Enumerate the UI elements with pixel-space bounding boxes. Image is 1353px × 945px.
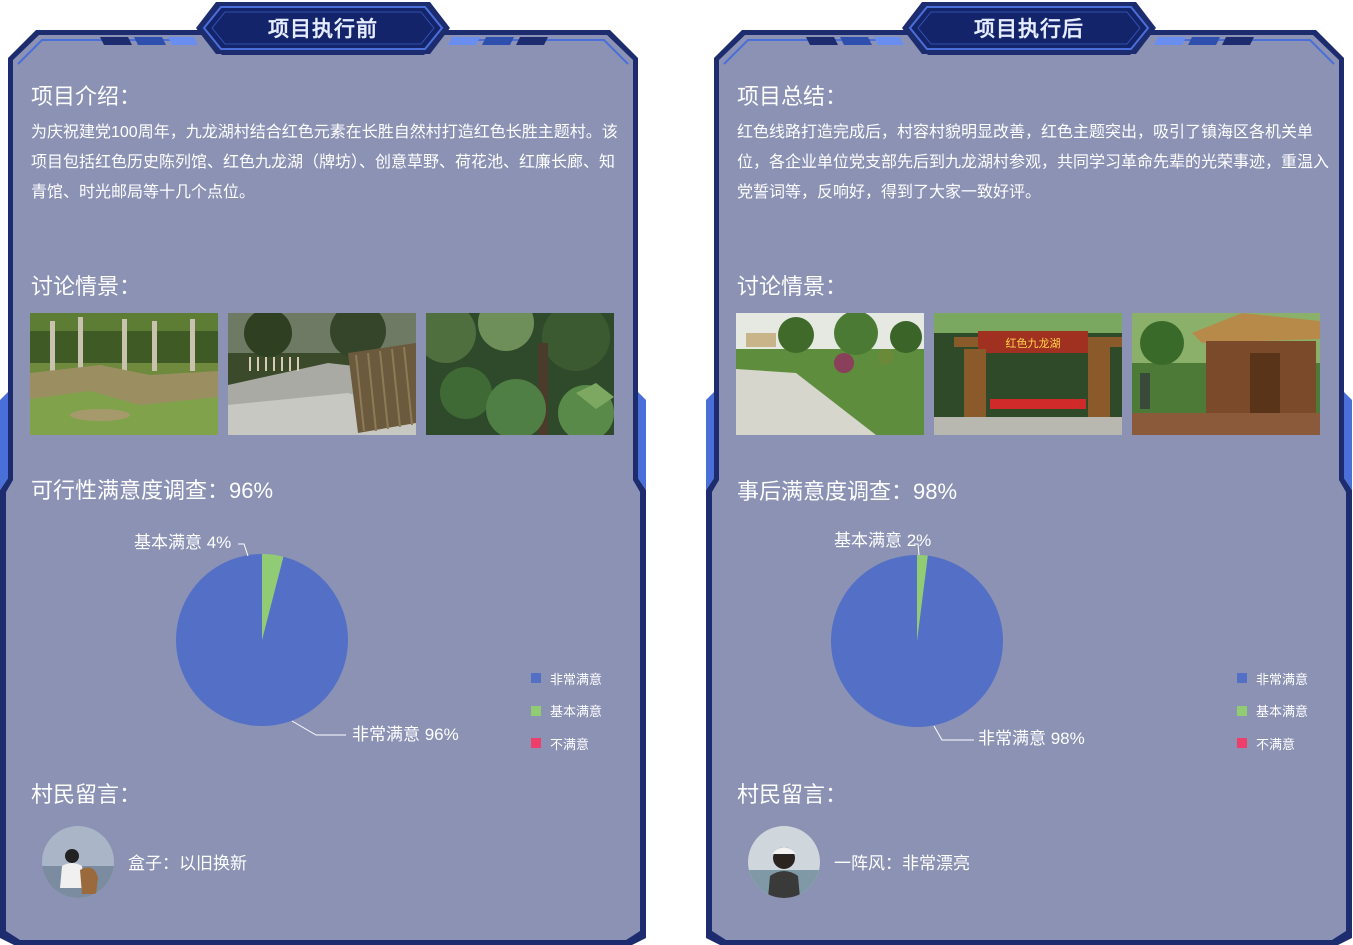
intro-title: 项目介绍： [31,84,142,109]
panel-frame [0,2,646,945]
legend-swatch-blue [1237,673,1247,684]
summary-title: 项目总结： [737,84,848,109]
photo-thatched-hut[interactable] [1132,313,1320,435]
tab-before-title: 项目执行前 [268,18,378,41]
legend-item-not-satisfied[interactable]: 不满意 [1237,727,1308,760]
legend-item-very-satisfied[interactable]: 非常满意 [531,662,602,695]
legend-label: 不满意 [550,736,590,752]
legend-swatch-red [1237,738,1247,749]
pie-label-basic: 基本满意 4% [134,533,231,552]
pie-label-line-basic [238,543,249,557]
photo-garden-path[interactable] [736,313,924,435]
pie-legend: 非常满意 基本满意 不满意 [531,662,602,760]
pie-label-basic: 基本满意 2% [834,531,931,550]
photo-forest[interactable] [426,313,614,435]
pie-label-very: 非常满意 98% [978,729,1085,748]
intro-text: 为庆祝建党100周年，九龙湖村结合红色元素在长胜自然村打造红色长胜主题村。该项目… [31,124,618,201]
discussion-photos: 红色九龙湖 [736,313,1326,435]
pie-label-line-basic [914,543,920,556]
survey-title: 可行性满意度调查：96% [31,478,274,503]
photo-red-archway[interactable]: 红色九龙湖 [934,313,1122,435]
photo-bamboo-fence[interactable] [228,313,416,435]
pie-label-line-very [291,720,346,736]
summary-text: 红色线路打造完成后，村容村貌明显改善，红色主题突出，吸引了镇海区各机关单位，各企… [737,124,1330,201]
comments-title: 村民留言： [31,782,142,807]
girl-with-dog-avatar[interactable] [42,826,114,898]
satisfaction-pie-chart: 非常满意 96% 基本满意 4% [0,500,646,760]
comment-text: 一阵风：非常漂亮 [834,854,970,873]
pie-label-very: 非常满意 96% [352,725,459,744]
legend-swatch-green [1237,705,1247,716]
legend-label: 基本满意 [550,704,603,720]
comments-title: 村民留言： [737,782,848,807]
pie-slice-basic-satisfied[interactable] [917,555,928,641]
legend-item-basic-satisfied[interactable]: 基本满意 [531,695,602,728]
tab-after-title: 项目执行后 [974,18,1084,41]
pie-legend: 非常满意 基本满意 不满意 [1237,662,1308,760]
legend-swatch-red [531,738,541,749]
panel-before: 项目执行前 项目介绍： 为庆祝建党100周年，九龙湖村结合红色元素在长胜自然村打… [0,0,646,945]
discussion-title: 讨论情景： [31,274,142,299]
discussion-title: 讨论情景： [737,274,848,299]
photo-construction-site[interactable] [30,313,218,435]
legend-label: 非常满意 [1256,671,1309,687]
pie-slice-very-satisfied[interactable] [175,554,348,726]
comment-text: 盒子：以旧换新 [128,854,247,873]
pie-slice-basic-satisfied[interactable] [262,554,284,640]
legend-swatch-blue [531,673,541,684]
pie-label-line-very [933,725,974,741]
legend-label: 不满意 [1256,736,1296,752]
legend-item-very-satisfied[interactable]: 非常满意 [1237,662,1308,695]
panel-after: 项目执行后 项目总结： 红色线路打造完成后，村容村貌明显改善，红色主题突出，吸引… [706,0,1352,945]
survey-title: 事后满意度调查：98% [737,479,958,504]
panel-frame [706,2,1352,945]
legend-swatch-green [531,705,541,716]
legend-item-not-satisfied[interactable]: 不满意 [531,727,602,760]
satisfaction-pie-chart: 非常满意 98% 基本满意 2% [706,500,1352,760]
archway-sign-text: 红色九龙湖 [1006,336,1061,350]
legend-label: 非常满意 [550,671,603,687]
discussion-photos [30,313,620,435]
person-in-cap-avatar[interactable] [748,826,820,898]
legend-label: 基本满意 [1256,704,1309,720]
legend-item-basic-satisfied[interactable]: 基本满意 [1237,695,1308,728]
